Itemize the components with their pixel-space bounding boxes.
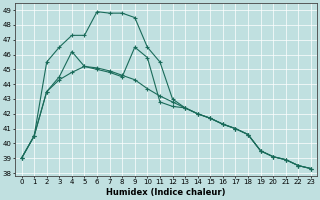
- X-axis label: Humidex (Indice chaleur): Humidex (Indice chaleur): [107, 188, 226, 197]
